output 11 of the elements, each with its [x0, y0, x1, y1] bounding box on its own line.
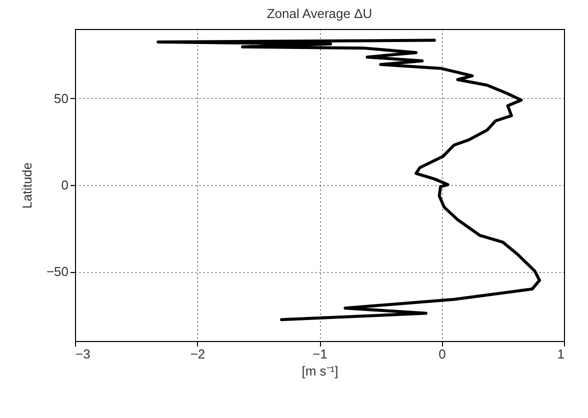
x-axis-title: [m s⁻¹] [302, 364, 338, 378]
chart-title: Zonal Average ΔU [266, 6, 372, 21]
y-tick-label: −50 [46, 264, 68, 280]
x-tick-label: 1 [557, 346, 564, 362]
y-tick-label: 50 [54, 90, 68, 106]
x-tick-label: −3 [76, 346, 90, 362]
y-axis-title: Latitude [19, 162, 34, 209]
y-tick-label: 0 [61, 178, 68, 192]
x-tick-label: 0 [438, 346, 446, 362]
x-tick-label: −2 [190, 346, 206, 362]
x-tick-label: −1 [312, 346, 328, 362]
